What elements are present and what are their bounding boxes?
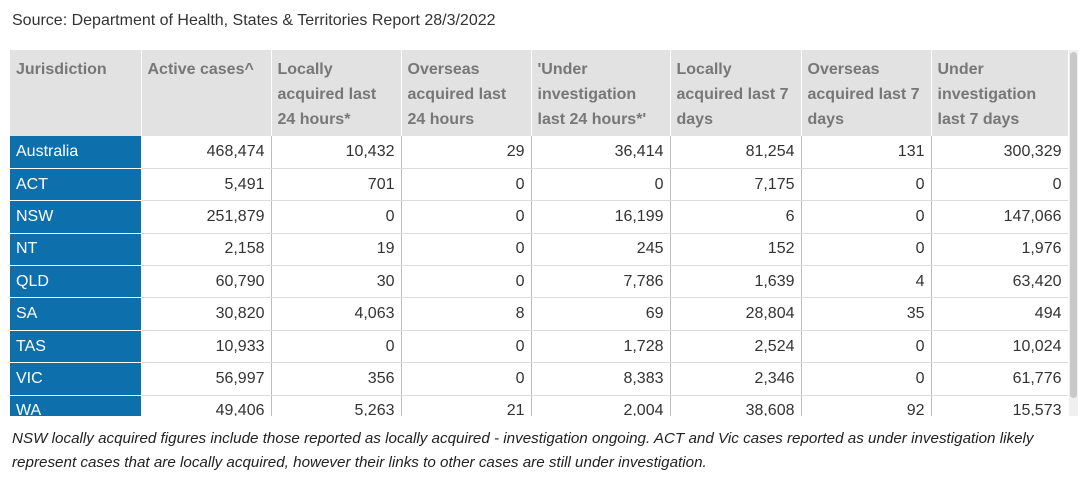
- table-cell: 0: [401, 233, 532, 267]
- table-cell: 7,786: [531, 265, 671, 299]
- table-cell: 61,776: [931, 362, 1068, 396]
- cases-table: Jurisdiction Active cases^ Locally acqui…: [10, 50, 1068, 416]
- header-overseas-24h: Overseas acquired last 24 hours: [401, 50, 532, 136]
- table-cell: 49,406: [141, 395, 272, 416]
- table-cell: 701: [271, 168, 402, 202]
- table-cell: 4: [801, 265, 932, 299]
- table-cell: 10,432: [271, 136, 402, 169]
- table-cell: 8,383: [531, 362, 671, 396]
- header-overseas-7d: Overseas acquired last 7 days: [801, 50, 932, 136]
- table-cell: 468,474: [141, 136, 272, 169]
- table-cell: 56,997: [141, 362, 272, 396]
- jurisdiction-cell: TAS: [10, 330, 142, 364]
- table-row: TAS 10,933 0 0 1,728 2,524 0 10,024: [10, 330, 1068, 364]
- source-line: Source: Department of Health, States & T…: [12, 12, 496, 29]
- table-cell: 251,879: [141, 200, 272, 234]
- table-cell: 300,329: [931, 136, 1068, 169]
- table-cell: 60,790: [141, 265, 272, 299]
- table-cell: 16,199: [531, 200, 671, 234]
- table-cell: 10,933: [141, 330, 272, 364]
- table-cell: 2,004: [531, 395, 671, 416]
- table-row: NSW 251,879 0 0 16,199 6 0 147,066: [10, 200, 1068, 234]
- table-cell: 7,175: [670, 168, 802, 202]
- header-local-24h: Locally acquired last 24 hours*: [271, 50, 402, 136]
- table-cell: 19: [271, 233, 402, 267]
- table-cell: 0: [401, 265, 532, 299]
- jurisdiction-cell: SA: [10, 297, 142, 331]
- footnote: NSW locally acquired figures include tho…: [12, 430, 1034, 471]
- jurisdiction-cell: QLD: [10, 265, 142, 299]
- jurisdiction-cell: WA: [10, 395, 142, 416]
- table-cell: 0: [401, 168, 532, 202]
- table-cell: 35: [801, 297, 932, 331]
- table-cell: 1,976: [931, 233, 1068, 267]
- table-cell: 15,573: [931, 395, 1068, 416]
- table-row: ACT 5,491 701 0 0 7,175 0 0: [10, 168, 1068, 202]
- table-cell: 0: [271, 330, 402, 364]
- header-jurisdiction: Jurisdiction: [10, 50, 142, 136]
- cases-table-container[interactable]: Jurisdiction Active cases^ Locally acqui…: [10, 50, 1068, 416]
- table-cell: 245: [531, 233, 671, 267]
- table-cell: 0: [271, 200, 402, 234]
- table-cell: 30,820: [141, 297, 272, 331]
- table-cell: 38,608: [670, 395, 802, 416]
- table-cell: 356: [271, 362, 402, 396]
- table-scrollbar[interactable]: [1069, 50, 1078, 416]
- table-cell: 30: [271, 265, 402, 299]
- table-row: QLD 60,790 30 0 7,786 1,639 4 63,420: [10, 265, 1068, 299]
- table-row: Australia 468,474 10,432 29 36,414 81,25…: [10, 136, 1068, 169]
- table-cell: 147,066: [931, 200, 1068, 234]
- jurisdiction-cell: NT: [10, 233, 142, 267]
- header-active-cases: Active cases^: [141, 50, 272, 136]
- table-cell: 0: [801, 330, 932, 364]
- jurisdiction-cell: VIC: [10, 362, 142, 396]
- table-cell: 8: [401, 297, 532, 331]
- table-cell: 0: [401, 200, 532, 234]
- table-cell: 21: [401, 395, 532, 416]
- table-cell: 2,524: [670, 330, 802, 364]
- table-row: WA 49,406 5,263 21 2,004 38,608 92 15,57…: [10, 395, 1068, 416]
- table-cell: 0: [401, 362, 532, 396]
- table-row: NT 2,158 19 0 245 152 0 1,976: [10, 233, 1068, 267]
- table-cell: 0: [801, 362, 932, 396]
- header-local-7d: Locally acquired last 7 days: [670, 50, 802, 136]
- header-investigation-7d: Under investigation last 7 days: [931, 50, 1068, 136]
- jurisdiction-cell: NSW: [10, 200, 142, 234]
- header-investigation-24h: 'Under investigation last 24 hours*': [531, 50, 671, 136]
- table-cell: 2,158: [141, 233, 272, 267]
- jurisdiction-cell: ACT: [10, 168, 142, 202]
- table-cell: 494: [931, 297, 1068, 331]
- table-cell: 29: [401, 136, 532, 169]
- table-cell: 152: [670, 233, 802, 267]
- table-header-row: Jurisdiction Active cases^ Locally acqui…: [10, 50, 1068, 136]
- table-cell: 0: [931, 168, 1068, 202]
- table-cell: 5,263: [271, 395, 402, 416]
- table-cell: 0: [401, 330, 532, 364]
- table-cell: 131: [801, 136, 932, 169]
- table-cell: 5,491: [141, 168, 272, 202]
- table-row: VIC 56,997 356 0 8,383 2,346 0 61,776: [10, 362, 1068, 396]
- table-cell: 1,639: [670, 265, 802, 299]
- table-cell: 81,254: [670, 136, 802, 169]
- table-cell: 0: [531, 168, 671, 202]
- scrollbar-thumb[interactable]: [1070, 52, 1077, 398]
- table-cell: 0: [801, 233, 932, 267]
- table-cell: 36,414: [531, 136, 671, 169]
- table-cell: 69: [531, 297, 671, 331]
- table-cell: 2,346: [670, 362, 802, 396]
- table-cell: 0: [801, 200, 932, 234]
- table-cell: 92: [801, 395, 932, 416]
- table-cell: 6: [670, 200, 802, 234]
- table-row: SA 30,820 4,063 8 69 28,804 35 494: [10, 297, 1068, 331]
- table-cell: 1,728: [531, 330, 671, 364]
- table-cell: 63,420: [931, 265, 1068, 299]
- table-cell: 28,804: [670, 297, 802, 331]
- table-cell: 10,024: [931, 330, 1068, 364]
- jurisdiction-cell: Australia: [10, 136, 142, 169]
- table-cell: 4,063: [271, 297, 402, 331]
- table-cell: 0: [801, 168, 932, 202]
